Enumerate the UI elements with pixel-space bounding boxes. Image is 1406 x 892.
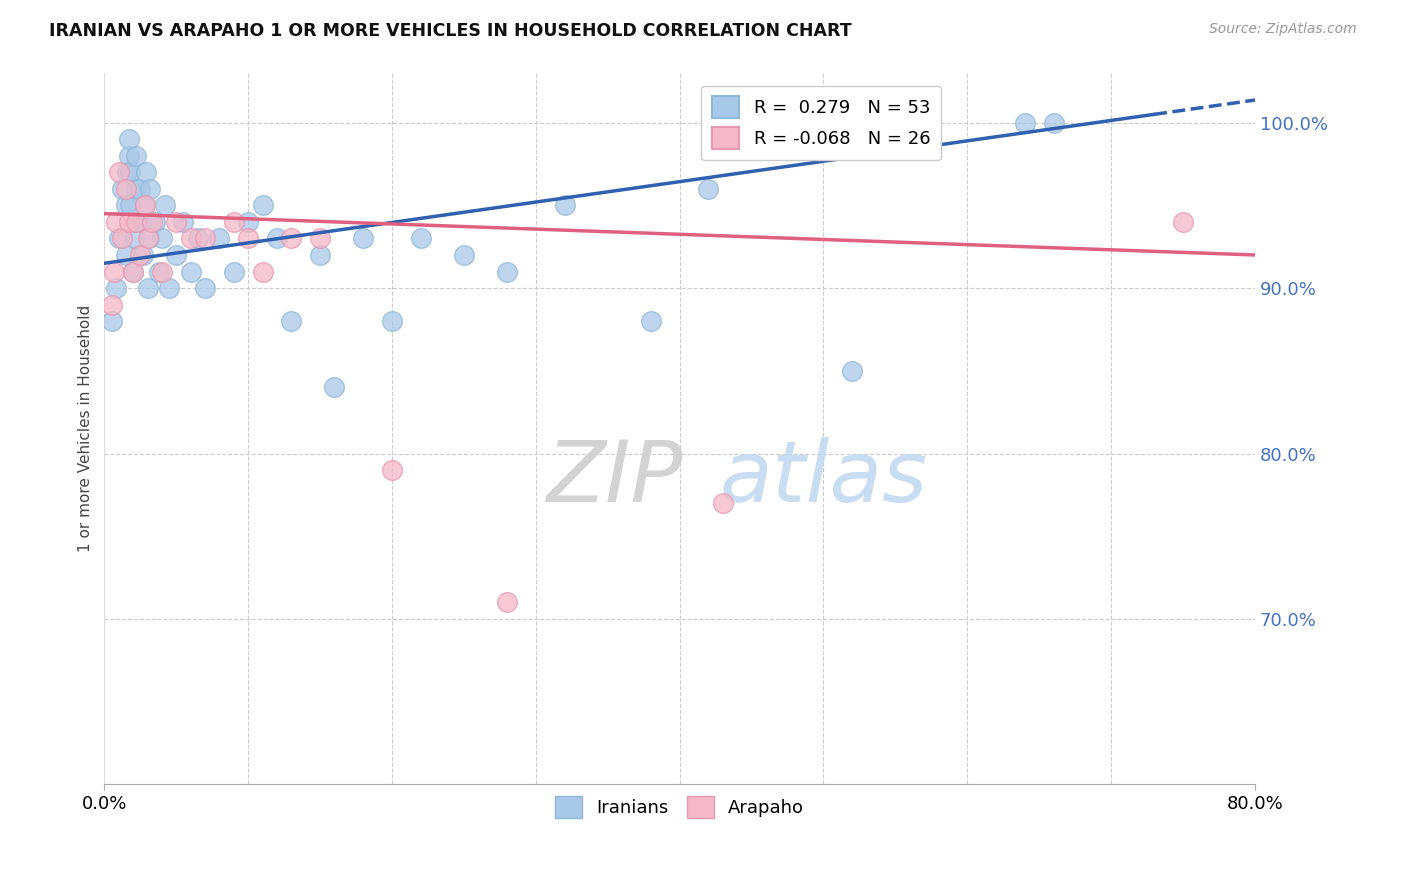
Point [125,149,148,163]
Point [125,215,148,229]
Text: Source: ZipAtlas.com: Source: ZipAtlas.com [1209,22,1357,37]
Point [172,215,194,229]
Point [141,215,163,229]
Point [118,132,141,146]
Point [136,281,159,295]
Point [252,264,274,278]
Point [554,198,576,212]
Point [222,264,245,278]
Point [139,182,162,196]
Point [453,248,475,262]
Point [111,182,134,196]
Point [118,215,141,229]
Point [115,182,138,196]
Point [238,231,260,245]
Point [122,264,145,278]
Point [180,264,202,278]
Point [1042,115,1064,129]
Text: atlas: atlas [720,437,928,520]
Point [381,463,404,477]
Point [409,231,432,245]
Point [115,248,138,262]
Point [143,215,166,229]
Point [309,248,332,262]
Point [323,380,346,394]
Point [124,231,146,245]
Point [138,231,160,245]
Point [104,281,127,295]
Point [122,264,145,278]
Point [711,496,734,510]
Point [107,165,129,179]
Point [104,215,127,229]
Point [153,198,176,212]
Point [115,198,138,212]
Point [150,264,173,278]
Point [111,231,134,245]
Point [148,264,170,278]
Point [150,231,173,245]
Point [194,281,217,295]
Point [222,215,245,229]
Point [352,231,374,245]
Point [117,165,139,179]
Point [132,248,155,262]
Point [118,149,141,163]
Point [309,231,332,245]
Point [100,297,122,311]
Point [252,198,274,212]
Point [129,248,152,262]
Point [127,215,149,229]
Point [640,314,662,328]
Y-axis label: 1 or more Vehicles in Household: 1 or more Vehicles in Household [79,305,93,552]
Point [120,165,142,179]
Point [187,231,209,245]
Point [107,231,129,245]
Point [180,231,202,245]
Point [208,231,231,245]
Point [134,198,156,212]
Text: IRANIAN VS ARAPAHO 1 OR MORE VEHICLES IN HOUSEHOLD CORRELATION CHART: IRANIAN VS ARAPAHO 1 OR MORE VEHICLES IN… [49,22,852,40]
Point [125,182,148,196]
Point [381,314,404,328]
Point [697,182,720,196]
Point [280,231,302,245]
Point [103,264,125,278]
Point [131,215,153,229]
Point [1171,215,1194,229]
Point [496,264,519,278]
Point [841,364,863,378]
Point [134,198,156,212]
Legend: Iranians, Arapaho: Iranians, Arapaho [548,789,811,825]
Text: ZIP: ZIP [547,437,683,520]
Point [100,314,122,328]
Point [194,231,217,245]
Point [280,314,302,328]
Point [129,182,152,196]
Point [157,281,180,295]
Point [266,231,288,245]
Point [165,215,187,229]
Point [496,595,519,609]
Point [238,215,260,229]
Point [1014,115,1036,129]
Point [120,198,142,212]
Point [135,165,157,179]
Point [136,231,159,245]
Point [165,248,187,262]
